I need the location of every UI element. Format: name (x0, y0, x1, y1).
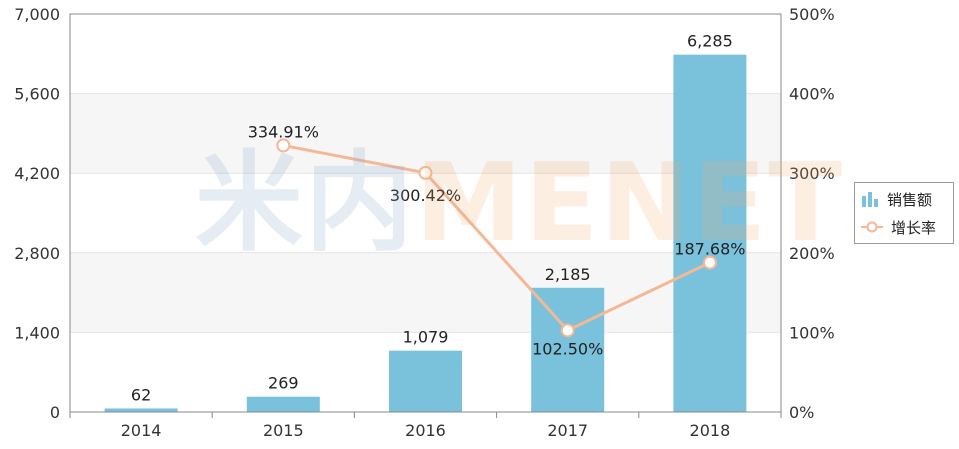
bar-2017[interactable] (531, 287, 605, 412)
x-tick-label: 2014 (121, 421, 162, 440)
plot-band (70, 93, 781, 174)
growth-point-2015[interactable] (276, 138, 291, 153)
y-right-tick-label: 400% (789, 85, 835, 104)
y-right-tick-label: 300% (789, 164, 835, 183)
growth-value-label: 334.91% (248, 122, 319, 141)
growth-point-2018[interactable] (702, 255, 717, 270)
line-series-icon (861, 221, 883, 233)
y-right-tick-label: 200% (789, 244, 835, 263)
x-tick-label: 2016 (405, 421, 446, 440)
plot-frame (69, 13, 782, 413)
growth-line (283, 143, 711, 333)
growth-value-label: 300.42% (390, 186, 461, 205)
y-left-tick-label: 1,400 (14, 323, 60, 342)
legend-label-sales: 销售额 (887, 190, 933, 209)
y-left-tick-label: 7,000 (14, 5, 60, 24)
bar-value-label: 269 (268, 374, 299, 393)
legend-item-growth[interactable]: 增长率 (861, 216, 936, 238)
legend-item-sales[interactable]: 销售额 (861, 188, 932, 210)
bar-value-label: 2,185 (545, 265, 591, 284)
y-left-tick-label: 0 (50, 403, 60, 422)
bar-2014[interactable] (104, 408, 178, 412)
plot-band (70, 252, 781, 333)
legend: 销售额 增长率 (854, 182, 954, 244)
growth-value-label: 187.68% (674, 240, 745, 259)
y-left-tick-label: 2,800 (14, 244, 60, 263)
x-tick-label: 2015 (263, 421, 304, 440)
y-right-tick-label: 100% (789, 323, 835, 342)
y-left-tick-label: 5,600 (14, 85, 60, 104)
y-left-tick-label: 4,200 (14, 164, 60, 183)
bar-2015[interactable] (246, 396, 320, 412)
growth-point-2017[interactable] (560, 323, 575, 338)
bar-series-icon (862, 192, 878, 207)
bar-2016[interactable] (389, 350, 462, 412)
bar-value-label: 1,079 (403, 328, 449, 347)
growth-point-2016[interactable] (418, 165, 433, 180)
legend-label-growth: 增长率 (891, 218, 937, 237)
bar-2018[interactable] (673, 54, 747, 412)
x-tick-label: 2017 (547, 421, 588, 440)
bar-value-label: 62 (131, 385, 151, 404)
y-right-tick-label: 0% (789, 403, 814, 422)
bar-value-label: 6,285 (687, 32, 733, 51)
x-tick-label: 2018 (690, 421, 731, 440)
growth-value-label: 102.50% (532, 339, 603, 358)
y-right-tick-label: 500% (789, 5, 835, 24)
